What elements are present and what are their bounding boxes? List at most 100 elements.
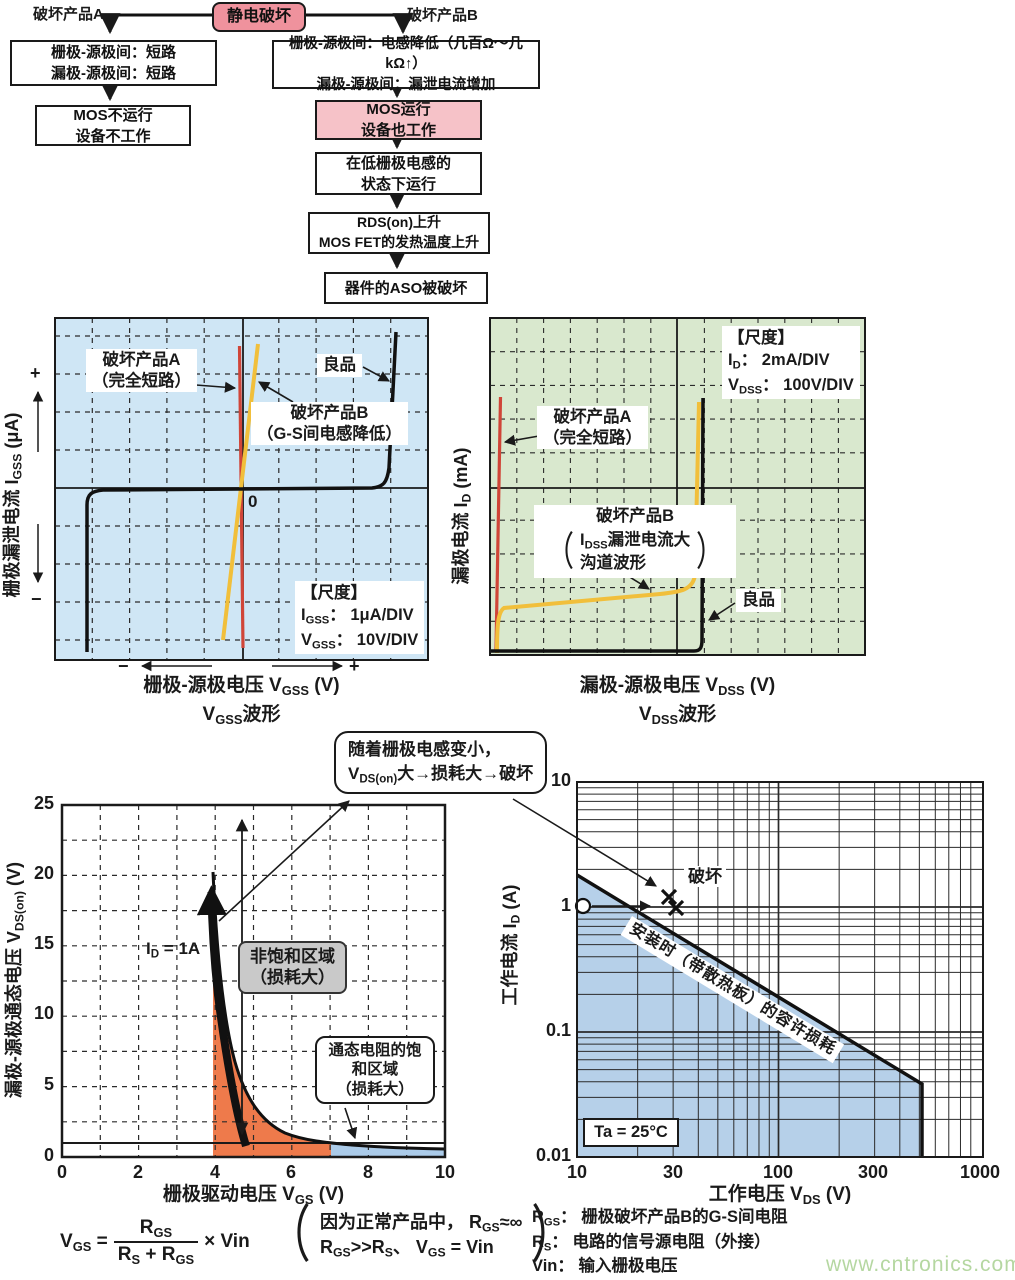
- chart4-allowable-loss-boundary: [576, 873, 924, 1156]
- gate-inductance-annotation: 随着栅极电感变小， VDS(on)大→损耗大→破坏: [334, 731, 548, 795]
- chart2-damaged-a-curve: [494, 396, 503, 651]
- chart2-waveform-caption: VDSS波形: [638, 704, 717, 727]
- chart4-grid: [577, 782, 983, 1157]
- chart2-damaged-a-label: 破坏产品A （完全短路）: [537, 406, 648, 450]
- chart3-xtick-8: 8: [362, 1162, 373, 1182]
- chart4-ytick-10: 10: [550, 770, 571, 790]
- chart3-xtick-10: 10: [434, 1162, 456, 1182]
- chart3-xtick-2: 2: [132, 1162, 143, 1182]
- chart3-ytick-0: 0: [43, 1145, 54, 1165]
- chart1-scale-igss: IGSS： 1μA/DIV: [301, 606, 414, 627]
- chart2-scale-vdss: VDSS： 100V/DIV: [728, 375, 854, 397]
- chart1-good-label: 良品: [317, 354, 362, 377]
- chart1-waveform-caption: VGSS波形: [202, 704, 281, 727]
- chart3-xtick-6: 6: [285, 1162, 296, 1182]
- flow-box-a2-line1: MOS不运行: [73, 106, 153, 124]
- chart1-good-curve: [85, 331, 398, 652]
- chart2-scale-id: ID： 2mA/DIV: [728, 351, 830, 372]
- chart2-damaged-b-label: 破坏产品B （ IDSS漏泄电流大 沟道波形 ）: [534, 505, 737, 578]
- chart3-ytick-25: 25: [33, 793, 54, 813]
- chart4-xtick-1000: 1000: [959, 1162, 1001, 1182]
- flow-box-b2-line1: MOS运行: [366, 101, 431, 118]
- chart4-x-axis-label: 工作电压 VDS (V): [708, 1184, 852, 1207]
- chart1-x-minus-sign: −: [118, 656, 129, 676]
- chart3-border: [60, 803, 447, 1159]
- flow-root-text: 静电破坏: [226, 7, 291, 25]
- chart3-ytick-15: 15: [33, 933, 54, 953]
- chart2-good-label: 良品: [736, 589, 781, 612]
- flow-box-b3: 在低栅极电感的 状态下运行: [315, 152, 482, 195]
- chart3-xtick-0: 0: [56, 1162, 67, 1182]
- site-watermark: www.cntronics.com: [826, 1253, 1015, 1276]
- saturated-region-label: 通态电阻的饱 和区域 （损耗大）: [315, 1036, 435, 1105]
- chart3-ytick-10: 10: [33, 1003, 54, 1023]
- chart2-label-a-arrow: [503, 434, 540, 446]
- chart4-xtick-300: 300: [857, 1162, 889, 1182]
- formula-fraction: RGS RS + RGS: [113, 1216, 199, 1268]
- chart3-x-axis-label: 栅极驱动电压 VGS (V): [162, 1184, 345, 1207]
- flow-box-b4-line1: RDS(on)上升: [357, 214, 441, 231]
- chart3-id-condition-label: ID = 1A: [146, 939, 201, 961]
- chart1-scale-vgss: VGSS： 10V/DIV: [301, 630, 419, 652]
- flow-box-b2-line2: 设备也工作: [360, 122, 436, 139]
- big-paren-close: ）: [531, 1201, 576, 1270]
- vgs-formula: VGS = RGS RS + RGS × Vin: [60, 1216, 250, 1268]
- symbol-legend: RGS： 栅极破坏产品B的G-S间电阻 RS： 电路的信号源电阻（外接） Vin…: [532, 1206, 787, 1279]
- annotation-right-arrow: [512, 798, 657, 887]
- chart1-zero-label: 0: [248, 492, 258, 511]
- chart4-xtick-10: 10: [566, 1162, 588, 1182]
- flow-connector-right: [302, 13, 414, 35]
- chart3-ytick-20: 20: [33, 863, 54, 883]
- chart2-scale-box: 【尺度】 ID： 2mA/DIV VDSS： 100V/DIV: [722, 326, 860, 400]
- flow-box-a2-line2: 设备不工作: [75, 127, 151, 145]
- chart1-y-minus-sign: −: [31, 589, 42, 609]
- chart1-damaged-b-label: 破坏产品B （G-S间电感降低）: [251, 402, 408, 446]
- flow-box-a1: 栅极-源极间：短路 漏极-源极间：短路: [10, 40, 217, 86]
- legend-vin: Vin： 输入栅极电压: [532, 1257, 678, 1276]
- chart1-border: [54, 317, 429, 661]
- chart1-scale-box: 【尺度】 IGSS： 1μA/DIV VGSS： 10V/DIV: [295, 581, 425, 655]
- chart4-destroy-label: 破坏: [684, 866, 726, 888]
- flow-box-b3-line1: 在低栅极电感的: [345, 154, 451, 172]
- formula-note-paren: （ 因为正常产品中， RGS≈∞ RGS>>RS、 VGS = Vin ）: [267, 1201, 576, 1270]
- big-paren-open: （: [267, 1201, 311, 1270]
- chart4-border: [576, 781, 984, 1158]
- chart1-good-label-arrow: [362, 366, 390, 382]
- chart2-scale-title: 【尺度】: [728, 329, 794, 347]
- chart4-ytick-1: 1: [560, 895, 571, 915]
- chart3-ytick-5: 5: [43, 1074, 54, 1094]
- chart2-y-axis-label: 漏极电流 ID (mA): [450, 447, 474, 585]
- flow-box-b5-line1: 器件的ASO被破坏: [344, 279, 468, 297]
- chart1-x-plus-sign: +: [349, 656, 360, 676]
- chart1-y-plus-sign: +: [30, 363, 41, 383]
- chart2-good-curve: [491, 397, 705, 653]
- flow-root-esd-box: 静电破坏: [212, 2, 306, 32]
- chart3-xtick-4: 4: [209, 1162, 220, 1182]
- chart4-xtick-30: 30: [662, 1162, 684, 1182]
- legend-rs: RS： 电路的信号源电阻（外接）: [532, 1232, 771, 1253]
- flow-box-b5: 器件的ASO被破坏: [324, 272, 488, 304]
- big-paren-close: ）: [696, 529, 725, 574]
- flow-box-a2: MOS不运行 设备不工作: [35, 105, 191, 146]
- saturated-callout-arrow: [344, 1107, 358, 1140]
- chart1-damaged-b-curve: [221, 343, 260, 641]
- chart1-scale-title: 【尺度】: [301, 584, 367, 602]
- chart4-xtick-100: 100: [762, 1162, 794, 1182]
- flow-box-b3-line2: 状态下运行: [360, 175, 436, 193]
- chart4-failure-x-marks: [660, 888, 685, 917]
- flow-box-b2: MOS运行 设备也工作: [315, 100, 482, 140]
- flow-box-b4: RDS(on)上升 MOS FET的发热温度上升: [308, 212, 490, 254]
- flow-connector-left: [99, 13, 212, 35]
- chart4-ytick-01: 0.1: [545, 1020, 571, 1040]
- flow-box-b4-line2: MOS FET的发热温度上升: [318, 234, 480, 250]
- chart1-x-axis-label: 栅极-源极电压 VGSS (V): [143, 675, 340, 698]
- chart1-damaged-a-label: 破坏产品A （完全短路）: [86, 349, 197, 393]
- annotation-left-arrow: [218, 800, 350, 922]
- damaged-product-b-label: 破坏产品B: [407, 7, 478, 24]
- chart2-damaged-b-curve: [495, 401, 701, 654]
- chart3-id1a-curve: [211, 871, 446, 1151]
- chart2-x-axis-label: 漏极-源极电压 VDSS (V): [579, 675, 776, 698]
- legend-rgs: RGS： 栅极破坏产品B的G-S间电阻: [532, 1208, 788, 1229]
- flow-box-a1-line2: 漏极-源极间：短路: [51, 65, 176, 82]
- chart1-y-axis-label: 栅极漏泄电流 IGSS (μA): [1, 412, 25, 598]
